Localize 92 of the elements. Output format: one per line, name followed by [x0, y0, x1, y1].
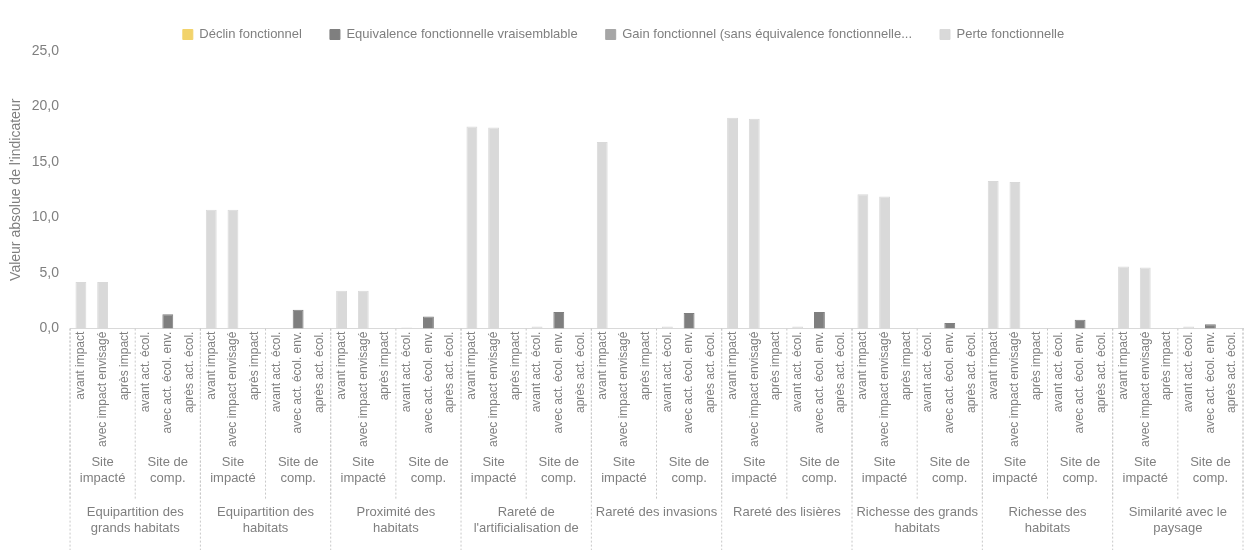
x-tick-label: avant act. écol. [790, 331, 805, 413]
text: Site impacté [601, 454, 647, 486]
text: Site de comp. [668, 454, 710, 486]
legend-label: Perte fonctionnelle [956, 26, 1065, 42]
text: Site de comp. [929, 454, 970, 486]
x-tick-label: avant impact [73, 330, 88, 400]
text: Rareté de l'artificialisation de [473, 504, 579, 536]
text: Site impacté [79, 454, 126, 486]
text: Site de comp. [1190, 454, 1231, 486]
x-tick-label: avec act. écol. env. [290, 331, 305, 434]
text: Equipartition des grands habitats [86, 504, 185, 536]
y-tick-label: 10,0 [31, 208, 60, 225]
x-tick-label: avec impact envisagé [876, 331, 891, 448]
y-tick-label: 15,0 [31, 152, 60, 169]
x-tick-label: après act. écol. [181, 331, 196, 413]
text: Site impacté [340, 454, 387, 486]
x-tick-label: après act. écol. [572, 331, 587, 413]
text: Site de comp. [538, 454, 580, 486]
text: Site de comp. [408, 454, 449, 486]
x-tick-label: avec impact envisagé [746, 331, 761, 448]
x-tick-label: avec act. écol. env. [1072, 331, 1087, 434]
x-tick-label: avant impact [333, 330, 348, 400]
y-tick-label: 20,0 [31, 97, 60, 114]
x-tick-label: avant act. écol. [1181, 331, 1196, 413]
y-tick-label: 25,0 [31, 41, 60, 58]
text: Richesse des grands habitats [856, 504, 979, 536]
x-tick-label: avec impact envisagé [485, 331, 500, 448]
x-tick-label: après act. écol. [1224, 331, 1239, 413]
x-tick-label: avant impact [724, 330, 739, 400]
x-tick-label: avec impact envisagé [1137, 331, 1152, 448]
text: Site impacté [731, 454, 778, 486]
x-tick-label: avant impact [464, 330, 479, 400]
x-tick-label: après impact [116, 330, 131, 401]
x-tick-label: après impact [246, 330, 261, 401]
x-tick-label: avec impact envisagé [94, 331, 109, 448]
x-tick-label: après impact [1159, 330, 1174, 401]
x-tick-label: avant impact [855, 330, 870, 400]
x-tick-label: avec impact envisagé [1007, 331, 1022, 448]
x-tick-label: avant act. écol. [1050, 331, 1065, 413]
y-tick-label: 5,0 [39, 263, 60, 280]
x-tick-label: avec impact envisagé [225, 331, 240, 448]
legend-label: Déclin fonctionnel [199, 26, 303, 42]
x-tick-label: avec impact envisagé [355, 331, 370, 448]
x-tick-label: avant impact [594, 330, 609, 400]
text: Site de comp. [277, 454, 319, 486]
x-tick-label: après impact [377, 330, 392, 401]
x-tick-label: après impact [637, 330, 652, 401]
text: Site impacté [470, 454, 517, 486]
x-tick-label: après impact [1028, 330, 1043, 401]
x-tick-label: avant impact [203, 330, 218, 400]
text: Site de comp. [799, 454, 840, 486]
legend-label: Gain fonctionnel (sans équivalence fonctionnelle... [622, 26, 912, 42]
y-axis-title: Valeur absolue de l'indicateur [7, 98, 24, 281]
x-tick-label: avant act. écol. [268, 331, 283, 413]
x-tick-label: après act. écol. [442, 331, 457, 413]
x-tick-label: après act. écol. [833, 331, 848, 413]
legend-label: Equivalence fonctionnelle vraisemblable [346, 26, 578, 42]
x-tick-label: avec act. écol. env. [420, 331, 435, 434]
x-tick-label: avec act. écol. env. [551, 331, 566, 434]
text: Site impacté [992, 454, 1038, 486]
text: Site impacté [861, 454, 908, 486]
x-tick-label: après impact [768, 330, 783, 401]
x-tick-label: avant act. écol. [920, 331, 935, 413]
x-tick-label: après impact [507, 330, 522, 401]
x-tick-label: avant impact [1115, 330, 1130, 400]
x-tick-label: avant act. écol. [659, 331, 674, 413]
x-tick-label: avant act. écol. [138, 331, 153, 413]
x-tick-label: après act. écol. [312, 331, 327, 413]
x-tick-label: avant impact [985, 330, 1000, 400]
x-tick-label: avec act. écol. env. [160, 331, 175, 434]
x-tick-label: avant act. écol. [529, 331, 544, 413]
text: Site de comp. [1059, 454, 1101, 486]
x-tick-label: après act. écol. [703, 331, 718, 413]
x-tick-label: après act. écol. [1094, 331, 1109, 413]
text: Site de comp. [147, 454, 189, 486]
text: Site impacté [210, 454, 256, 486]
text: Rareté des lisières [733, 504, 842, 520]
x-tick-label: avec act. écol. env. [681, 331, 696, 434]
text: Equipartition des habitats [217, 504, 315, 536]
x-tick-label: avec act. écol. env. [942, 331, 957, 434]
x-tick-label: après impact [898, 330, 913, 401]
text: Rareté des invasions [595, 504, 718, 520]
x-tick-label: avec act. écol. env. [1202, 331, 1217, 434]
x-tick-label: avant act. écol. [399, 331, 414, 413]
y-tick-label: 0,0 [39, 319, 60, 336]
text: Similarité avec le paysage [1128, 504, 1227, 536]
x-tick-label: avec impact envisagé [616, 331, 631, 448]
x-tick-label: avec act. écol. env. [811, 331, 826, 434]
text: Richesse des habitats [1008, 504, 1088, 536]
x-tick-label: après act. écol. [963, 331, 978, 413]
text: Proximité des habitats [356, 504, 436, 536]
text: Site impacté [1122, 454, 1169, 486]
